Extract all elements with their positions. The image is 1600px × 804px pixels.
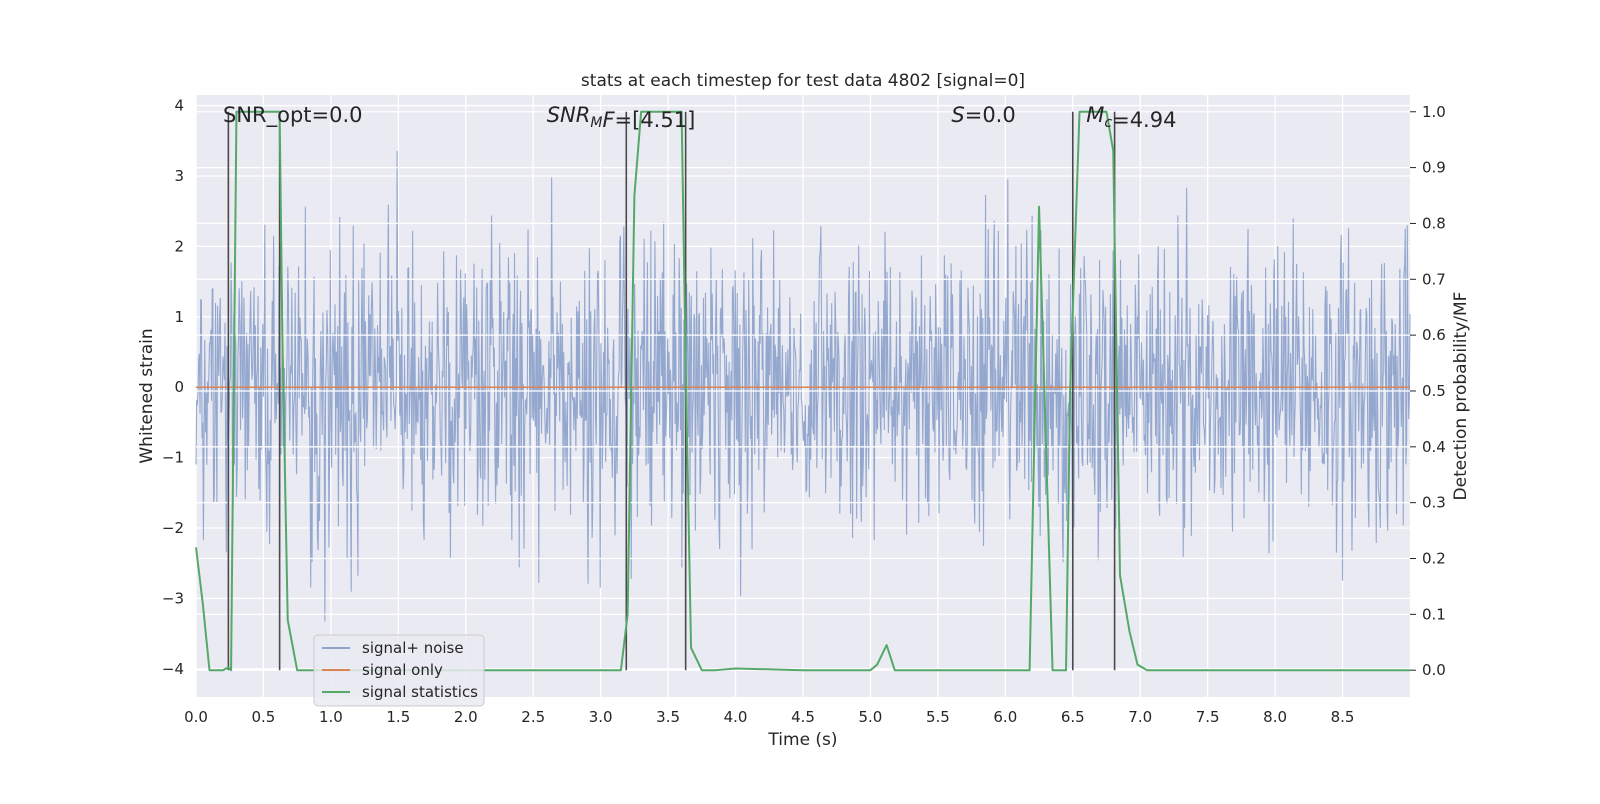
x-tick-label: 2.5 [521,708,545,726]
x-tick-label: 4.0 [724,708,748,726]
annotation-part: =[4.51] [615,108,696,132]
x-tick-label: 6.0 [993,708,1017,726]
chart-title: stats at each timestep for test data 480… [581,71,1025,91]
stat-annotation: S=0.0 [951,103,1015,127]
x-tick-label: 5.0 [859,708,883,726]
x-tick-label: 3.5 [656,708,680,726]
x-tick-label: 3.0 [589,708,613,726]
stat-annotation: Mc=4.94 [1086,103,1176,132]
x-tick-label: 1.0 [319,708,343,726]
stat-annotation: SNRMF=[4.51] [547,103,696,132]
x-tick-label: 7.0 [1128,708,1152,726]
annotation-part: S [951,103,964,127]
annotation-part: F [602,108,615,132]
x-tick-label: 4.5 [791,708,815,726]
y2-tick-label: 0.9 [1422,159,1446,177]
y-tick-label: −1 [162,449,184,467]
y-tick-label: 0 [174,378,184,396]
y-tick-label: −3 [162,589,184,607]
axis-ticks: 0.0 0.5 1.0 1.5 2.0 2.5 3.0 3.5 4.0 4.5 5.0 5.5 6.0 6… [162,97,1446,726]
y-tick-label: −4 [162,660,184,678]
annotation-part: =4.94 [1112,108,1176,132]
y2-tick-label: 1.0 [1422,103,1446,121]
legend: signal+ noise signal only signal statistic… [313,634,485,707]
signal-statistics-line [195,110,1410,672]
x-axis-title: Time (s) [767,730,837,750]
y2-tick-label: 0.1 [1422,605,1446,623]
noise-line [195,150,1411,622]
x-tick-label: 5.5 [926,708,950,726]
stat-annotation: SNR_opt=0.0 [223,103,363,128]
annotation-part: c [1104,115,1112,131]
y2-tick-label: 0.3 [1422,494,1446,512]
x-tick-label: 2.0 [454,708,478,726]
x-tick-label: 8.5 [1331,708,1355,726]
x-tick-label: 0.5 [252,708,276,726]
x-tick-label: 8.0 [1263,708,1287,726]
y2-tick-label: 0.2 [1422,550,1446,568]
series-signal-statistics [195,110,1410,672]
series-signal-noise [195,150,1411,622]
annotation-part: SNR_opt=0.0 [223,103,363,128]
y2-tick-label: 0.0 [1422,661,1446,679]
x-tick-label: 7.5 [1196,708,1220,726]
x-tick-label: 0.0 [184,708,208,726]
annotation-part: =0.0 [965,103,1016,127]
y2-tick-label: 0.7 [1422,270,1446,288]
y-tick-label: 1 [174,308,184,326]
legend-box [313,634,485,707]
y2-tick-label: 0.6 [1422,326,1446,344]
y2-tick-label: 0.4 [1422,438,1446,456]
stat-annotations: SNR_opt=0.0 SNRMF=[4.51] S=0.0 Mc=4.94 [223,103,1176,132]
y2-axis-title: Detection probability/MF [1451,292,1471,501]
y-tick-label: −2 [162,519,184,537]
x-tick-label: 6.5 [1061,708,1085,726]
annotation-part: M [590,115,602,131]
annotation-part: M [1086,103,1104,127]
y-tick-label: 2 [174,237,184,255]
y-axis-title: Whitened strain [137,328,157,463]
y-tick-label: 4 [174,97,184,115]
y2-tick-label: 0.8 [1422,214,1446,232]
legend-label: signal statistics [362,683,478,701]
legend-label: signal only [362,661,443,679]
legend-label: signal+ noise [362,639,464,657]
y-tick-label: 3 [174,167,184,185]
annotation-part: SNR [547,103,591,127]
y2-tick-label: 0.5 [1422,382,1446,400]
x-tick-label: 1.5 [386,708,410,726]
